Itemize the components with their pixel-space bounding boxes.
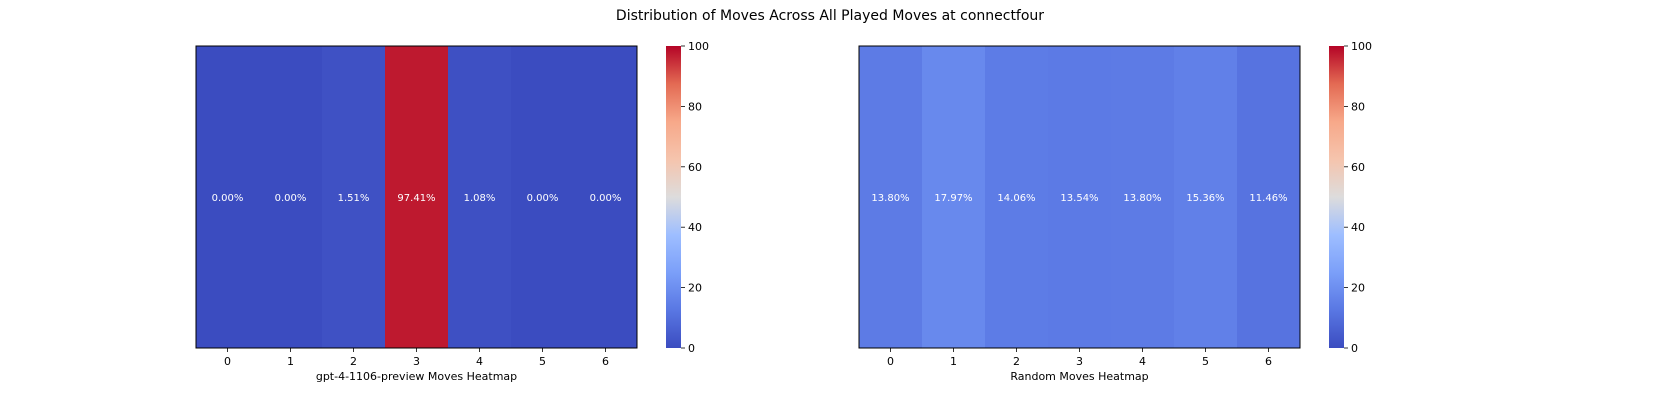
figure-title: Distribution of Moves Across All Played … bbox=[616, 8, 1044, 24]
x-tick-label: 1 bbox=[950, 355, 957, 368]
heatmap-cell bbox=[322, 46, 386, 348]
x-tick-label: 3 bbox=[1076, 355, 1083, 368]
x-tick-label: 0 bbox=[887, 355, 894, 368]
colorbar-tick-label: 80 bbox=[1351, 100, 1365, 113]
colorbar-tick-label: 0 bbox=[1351, 342, 1358, 355]
cell-value-label: 13.54% bbox=[1060, 193, 1098, 204]
heatmap-cell bbox=[511, 46, 575, 348]
heatmap-cell bbox=[1048, 46, 1112, 348]
heatmap-cell bbox=[1174, 46, 1238, 348]
x-tick-label: 6 bbox=[602, 355, 609, 368]
cell-value-label: 13.80% bbox=[871, 193, 909, 204]
heatmap-cell bbox=[859, 46, 923, 348]
x-tick-label: 0 bbox=[224, 355, 231, 368]
cell-value-label: 14.06% bbox=[997, 193, 1035, 204]
x-axis-label: gpt-4-1106-preview Moves Heatmap bbox=[316, 370, 517, 383]
colorbar-tick-label: 20 bbox=[1351, 282, 1365, 295]
x-tick-label: 3 bbox=[413, 355, 420, 368]
colorbar-tick-label: 100 bbox=[1351, 40, 1372, 53]
colorbar: 0 20 40 60 80 100 bbox=[1329, 40, 1372, 355]
colorbar-gradient bbox=[666, 46, 681, 348]
cell-value-label: 97.41% bbox=[397, 193, 435, 204]
heatmap-cell bbox=[385, 46, 449, 348]
cell-value-label: 0.00% bbox=[590, 193, 622, 204]
x-tick-label: 1 bbox=[287, 355, 294, 368]
colorbar: 0 20 40 60 80 100 bbox=[666, 40, 709, 355]
heatmap-cell bbox=[985, 46, 1049, 348]
heatmap-cell bbox=[922, 46, 986, 348]
x-axis-label: Random Moves Heatmap bbox=[1010, 370, 1148, 383]
heatmap-panel-0: 0.00% 0 0.00% 1 1.51% 2 97.41% 3 1.08% 4 0.00% 5 0.0… bbox=[195, 40, 709, 383]
cell-value-label: 1.51% bbox=[338, 193, 370, 204]
heatmap-cell bbox=[574, 46, 638, 348]
colorbar-tick-label: 60 bbox=[688, 161, 702, 174]
x-tick-label: 6 bbox=[1265, 355, 1272, 368]
cell-value-label: 0.00% bbox=[275, 193, 307, 204]
cell-value-label: 1.08% bbox=[464, 193, 496, 204]
heatmap-cell bbox=[259, 46, 323, 348]
x-tick-label: 5 bbox=[539, 355, 546, 368]
heatmap-frame bbox=[195, 45, 638, 349]
colorbar-tick-label: 0 bbox=[688, 342, 695, 355]
cell-value-label: 17.97% bbox=[934, 193, 972, 204]
colorbar-tick-label: 40 bbox=[688, 221, 702, 234]
cell-value-label: 11.46% bbox=[1249, 193, 1287, 204]
cell-value-label: 0.00% bbox=[527, 193, 559, 204]
heatmap-cell bbox=[448, 46, 512, 348]
x-tick-label: 4 bbox=[1139, 355, 1146, 368]
colorbar-tick-label: 100 bbox=[688, 40, 709, 53]
colorbar-gradient bbox=[1329, 46, 1344, 348]
colorbar-tick-label: 60 bbox=[1351, 161, 1365, 174]
cell-value-label: 15.36% bbox=[1186, 193, 1224, 204]
x-tick-label: 5 bbox=[1202, 355, 1209, 368]
heatmap-cell bbox=[196, 46, 260, 348]
heatmap-cell bbox=[1111, 46, 1175, 348]
heatmap-panel-1: 13.80% 0 17.97% 1 14.06% 2 13.54% 3 13.80% 4 15.36… bbox=[858, 40, 1372, 383]
x-tick-label: 4 bbox=[476, 355, 483, 368]
heatmap-cell bbox=[1237, 46, 1301, 348]
cell-value-label: 13.80% bbox=[1123, 193, 1161, 204]
colorbar-tick-label: 20 bbox=[688, 282, 702, 295]
cell-value-label: 0.00% bbox=[212, 193, 244, 204]
colorbar-tick-label: 80 bbox=[688, 100, 702, 113]
colorbar-tick-label: 40 bbox=[1351, 221, 1365, 234]
x-tick-label: 2 bbox=[1013, 355, 1020, 368]
heatmap-frame bbox=[858, 45, 1301, 349]
x-tick-label: 2 bbox=[350, 355, 357, 368]
